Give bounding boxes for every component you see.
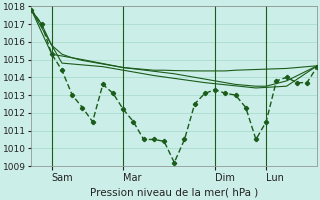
X-axis label: Pression niveau de la mer( hPa ): Pression niveau de la mer( hPa ) [90,187,259,197]
